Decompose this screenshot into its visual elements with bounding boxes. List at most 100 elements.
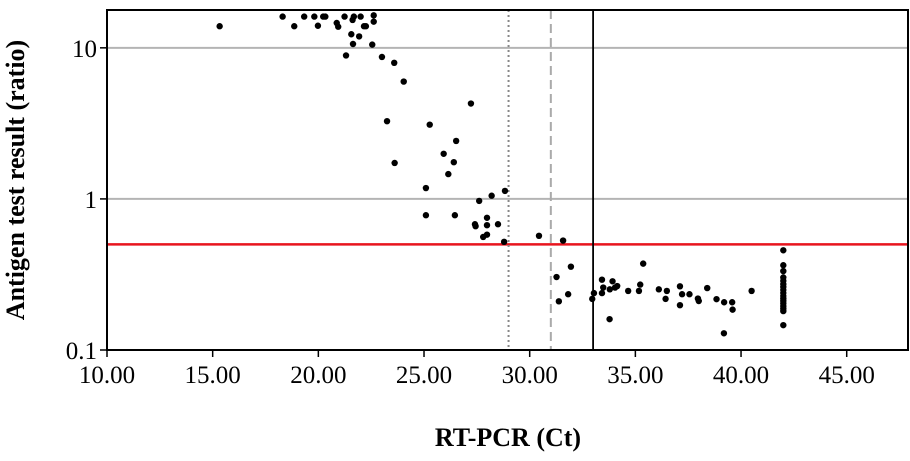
data-point (780, 262, 787, 269)
data-point (606, 315, 613, 323)
data-point (635, 287, 643, 295)
data-point (314, 22, 322, 29)
data-point (488, 192, 495, 199)
data-point (598, 289, 606, 297)
data-point (598, 276, 606, 283)
y-axis-ticks: 0.1 1 10 (66, 36, 107, 365)
data-point (639, 260, 647, 267)
data-point (445, 170, 452, 178)
data-point (686, 291, 693, 298)
data-point (720, 299, 728, 306)
data-point (349, 16, 356, 24)
data-point (335, 23, 342, 30)
data-point (713, 295, 720, 303)
data-point (422, 212, 430, 219)
data-point (609, 278, 616, 285)
data-point (383, 117, 391, 125)
data-point (564, 291, 572, 298)
data-point (348, 31, 355, 38)
data-point (279, 13, 286, 20)
data-point (300, 13, 308, 20)
data-point (349, 40, 357, 48)
data-point (291, 23, 298, 30)
data-point (780, 267, 787, 275)
data-point (370, 18, 377, 25)
data-point (400, 78, 407, 85)
data-point (355, 33, 363, 40)
data-point (704, 284, 711, 292)
x-tick-label: 35.00 (607, 362, 663, 389)
data-point (637, 281, 644, 288)
data-point (311, 13, 318, 20)
x-tick-label: 15.00 (185, 362, 241, 389)
data-point (494, 221, 502, 228)
data-point (391, 59, 398, 67)
data-point (483, 214, 491, 221)
data-point (362, 23, 370, 30)
data-point (567, 263, 575, 270)
data-point (370, 12, 377, 19)
data-point (553, 273, 560, 281)
data-point (780, 307, 787, 315)
x-axis-label: RT-PCR (Ct) (435, 423, 581, 452)
x-tick-label: 40.00 (713, 362, 769, 389)
y-tick-label: 0.1 (66, 338, 97, 365)
data-point (472, 222, 479, 230)
data-point (322, 13, 329, 20)
y-axis-label: Antigen test result (ratio) (1, 40, 30, 320)
data-point (483, 221, 491, 229)
data-point (729, 306, 736, 313)
data-point (475, 197, 483, 205)
data-point (613, 282, 621, 290)
x-tick-label: 10.00 (79, 362, 135, 389)
data-point (467, 100, 475, 107)
data-point (555, 298, 563, 305)
data-point (695, 297, 702, 305)
data-point (391, 159, 398, 167)
data-point (426, 121, 433, 128)
data-point (451, 212, 459, 219)
data-point (422, 184, 430, 192)
data-point (357, 13, 364, 20)
x-axis-ticks: 10.00 15.00 20.00 25.00 30.00 35.00 40.00 45.00 (79, 350, 875, 389)
data-point (500, 238, 508, 246)
data-point (624, 287, 632, 295)
x-tick-label: 20.00 (290, 362, 346, 389)
data-point (748, 287, 755, 295)
data-point (676, 283, 684, 290)
data-point (606, 286, 613, 293)
data-point (600, 284, 607, 291)
data-point (378, 53, 386, 61)
x-tick-label: 25.00 (396, 362, 452, 389)
data-point (780, 247, 787, 254)
data-point (590, 289, 598, 297)
data-point (559, 237, 567, 244)
data-point (501, 187, 509, 195)
y-tick-label: 1 (85, 187, 98, 214)
data-point (479, 233, 487, 241)
data-point (440, 150, 447, 157)
gridlines (107, 46, 908, 200)
data-point (450, 158, 458, 166)
data-point (216, 23, 223, 30)
data-point (535, 232, 543, 240)
data-point (720, 330, 728, 337)
data-point (452, 137, 460, 145)
y-tick-label: 10 (72, 36, 97, 63)
data-point (662, 295, 669, 303)
data-point (663, 287, 671, 295)
data-points (216, 12, 787, 337)
data-point (589, 295, 596, 303)
data-point (655, 286, 663, 293)
plot-frame (106, 9, 909, 351)
x-tick-label: 45.00 (819, 362, 875, 389)
data-point (678, 291, 686, 298)
data-point (369, 41, 376, 48)
data-point (728, 299, 736, 306)
reference-lines (107, 10, 908, 350)
x-tick-label: 30.00 (502, 362, 558, 389)
data-point (342, 52, 350, 59)
data-point (780, 321, 787, 329)
data-point (676, 301, 684, 309)
